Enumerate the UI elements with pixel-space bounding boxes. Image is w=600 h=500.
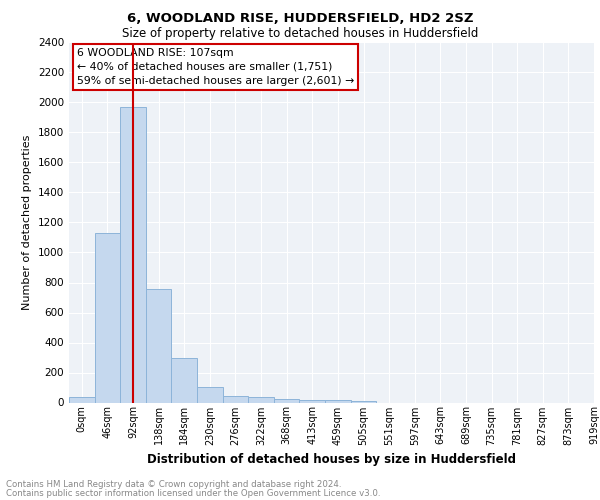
Text: Size of property relative to detached houses in Huddersfield: Size of property relative to detached ho… (122, 28, 478, 40)
Y-axis label: Number of detached properties: Number of detached properties (22, 135, 32, 310)
Bar (197, 387, 223, 402)
Bar (95, 233, 120, 402)
X-axis label: Distribution of detached houses by size in Huddersfield: Distribution of detached houses by size … (147, 453, 516, 466)
Bar (274, 399, 299, 402)
Bar (325, 400, 351, 402)
Bar (120, 107, 146, 403)
Text: Contains HM Land Registry data © Crown copyright and database right 2024.: Contains HM Land Registry data © Crown c… (6, 480, 341, 489)
Text: 6, WOODLAND RISE, HUDDERSFIELD, HD2 2SZ: 6, WOODLAND RISE, HUDDERSFIELD, HD2 2SZ (127, 12, 473, 26)
Bar (223, 396, 248, 402)
Bar (299, 400, 325, 402)
Bar (172, 358, 197, 403)
Bar (69, 397, 95, 402)
Text: Contains public sector information licensed under the Open Government Licence v3: Contains public sector information licen… (6, 488, 380, 498)
Text: 6 WOODLAND RISE: 107sqm
← 40% of detached houses are smaller (1,751)
59% of semi: 6 WOODLAND RISE: 107sqm ← 40% of detache… (77, 48, 354, 86)
Bar (351, 400, 376, 402)
Bar (146, 288, 172, 403)
Bar (248, 397, 274, 402)
